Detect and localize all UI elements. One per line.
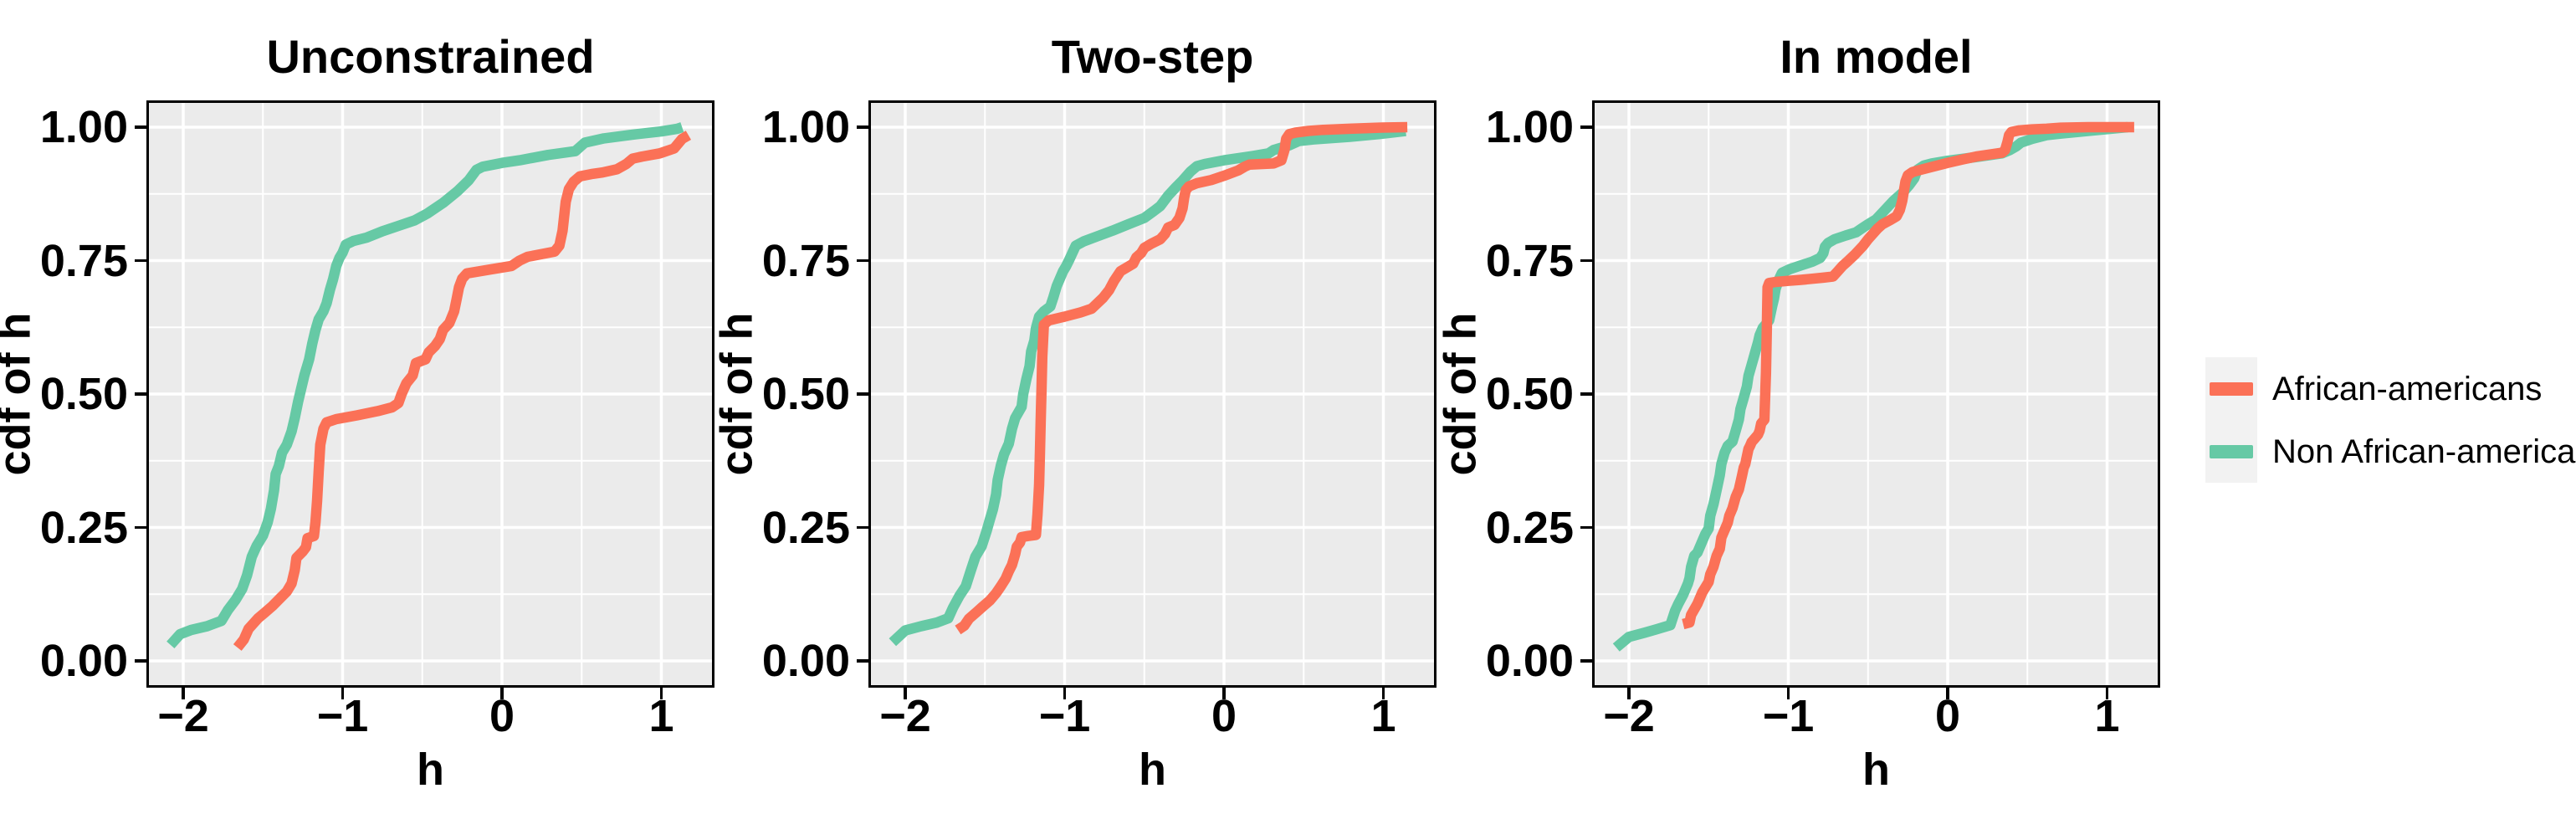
y-axis-tick <box>1580 525 1592 530</box>
y-axis-tick <box>135 659 146 663</box>
legend-label-non-african-americans: Non African-americans <box>2272 433 2576 470</box>
y-axis-tick <box>857 525 868 530</box>
legend-label-african-americans: African-americans <box>2272 371 2543 407</box>
y-axis-tick-label: 1.00 <box>1485 102 1574 152</box>
curve-african-americans <box>1682 121 2134 630</box>
panel-title-in-model: In model <box>1780 30 1973 83</box>
panel-border <box>868 100 1437 688</box>
y-axis-tick-label: 0.50 <box>39 369 128 419</box>
y-axis-tick <box>857 659 868 663</box>
x-axis-tick-label: −2 <box>1603 691 1655 741</box>
x-axis-tick-label: −1 <box>316 691 369 741</box>
x-axis-tick <box>904 688 907 699</box>
y-axis-tick <box>1580 125 1592 129</box>
y-axis-tick <box>857 392 868 396</box>
x-axis-tick <box>2105 688 2109 699</box>
curve-non-african-americans <box>889 125 1406 647</box>
y-axis-tick-label: 0.00 <box>761 636 850 686</box>
x-axis-tick-label: −1 <box>1038 691 1091 741</box>
x-axis-tick <box>1381 688 1385 699</box>
y-axis-tick <box>135 259 146 263</box>
y-axis-tick-label: 0.75 <box>761 235 850 286</box>
panel-border <box>1592 100 2160 688</box>
x-axis-tick-label: 1 <box>648 691 674 741</box>
y-axis-tick-label: 1.00 <box>761 102 850 152</box>
y-axis-tick <box>135 125 146 129</box>
x-axis-tick <box>1222 688 1226 699</box>
x-axis-tick-label: 0 <box>489 691 515 741</box>
curve-non-african-americans <box>166 122 684 649</box>
y-axis-tick-label: 0.25 <box>39 502 128 553</box>
x-axis-tick <box>182 688 185 699</box>
y-axis-tick-label: 0.75 <box>39 235 128 286</box>
x-axis-tick-label: 0 <box>1211 691 1237 741</box>
plot-canvas-two-step <box>868 100 1437 688</box>
y-axis-tick-label: 1.00 <box>39 102 128 152</box>
curve-african-americans <box>955 121 1408 635</box>
plot-panel-unconstrained <box>146 100 714 688</box>
y-axis-tick <box>135 525 146 530</box>
x-axis-tick-label: −2 <box>879 691 931 741</box>
curve-african-americans <box>233 131 692 651</box>
y-axis-tick-label: 0.50 <box>1485 369 1574 419</box>
legend-key-line-non-african-americans <box>2210 445 2253 458</box>
x-axis-tick <box>1627 688 1631 699</box>
y-axis-tick-label: 0.25 <box>761 502 850 553</box>
y-axis-tick <box>857 125 868 129</box>
plot-canvas-in-model <box>1592 100 2160 688</box>
x-axis-tick <box>1786 688 1790 699</box>
x-axis-label-3: h <box>1862 745 1890 795</box>
y-axis-tick-label: 0.75 <box>1485 235 1574 286</box>
x-axis-tick-label: 1 <box>2094 691 2120 741</box>
y-axis-tick <box>135 392 146 396</box>
y-axis-tick-label: 0.00 <box>39 636 128 686</box>
x-axis-tick <box>1946 688 1949 699</box>
x-axis-tick-label: −2 <box>157 691 209 741</box>
plot-canvas-unconstrained <box>146 100 714 688</box>
x-axis-tick <box>500 688 504 699</box>
y-axis-tick-label: 0.00 <box>1485 636 1574 686</box>
y-axis-tick <box>1580 659 1592 663</box>
plot-panel-two-step <box>868 100 1437 688</box>
x-axis-tick <box>341 688 345 699</box>
x-axis-label-2: h <box>1139 745 1166 795</box>
x-axis-tick-label: 0 <box>1934 691 1961 741</box>
y-axis-tick-label: 0.25 <box>1485 502 1574 553</box>
panel-title-unconstrained: Unconstrained <box>266 30 595 83</box>
y-axis-tick <box>1580 259 1592 263</box>
plot-panel-in-model <box>1592 100 2160 688</box>
panel-border <box>146 100 714 688</box>
x-axis-tick <box>659 688 663 699</box>
x-axis-label-1: h <box>417 745 444 795</box>
y-axis-tick <box>857 259 868 263</box>
y-axis-tick-label: 0.50 <box>761 369 850 419</box>
panel-title-two-step: Two-step <box>1051 30 1254 83</box>
x-axis-tick-label: 1 <box>1370 691 1396 741</box>
y-axis-tick <box>1580 392 1592 396</box>
x-axis-tick <box>1063 688 1067 699</box>
legend-key-line-african-americans <box>2210 382 2253 396</box>
legend-key-background <box>2205 357 2257 483</box>
x-axis-tick-label: −1 <box>1762 691 1815 741</box>
